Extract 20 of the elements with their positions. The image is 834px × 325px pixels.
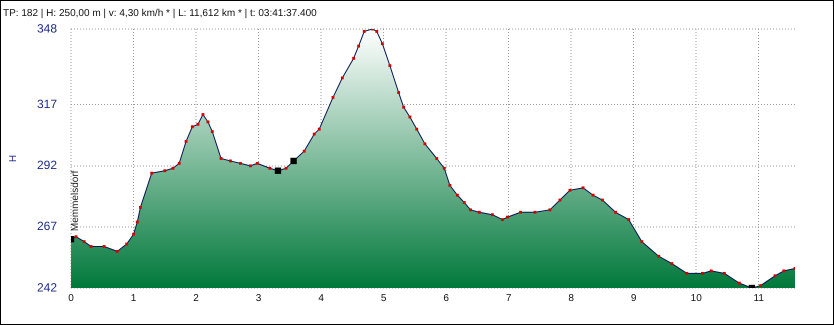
x-tick-label: 0 (68, 292, 74, 304)
x-tick-label: 6 (443, 292, 450, 304)
annotation: Memmelsdorf (70, 170, 81, 232)
x-tick-label: 8 (568, 292, 574, 304)
y-tick-label: 242 (36, 280, 58, 294)
y-tick-label: 292 (36, 158, 58, 172)
x-tick-label: 9 (630, 292, 637, 304)
chart-title: TP: 182 | H: 250,00 m | v: 4,30 km/h * | L: 11,612 km * | t: 03:41:37.400 (3, 8, 318, 19)
x-tick-label: 3 (256, 292, 262, 304)
x-tick-label: 11 (754, 292, 764, 304)
y-tick-label: 267 (36, 219, 58, 234)
y-axis-title: H (8, 154, 19, 162)
x-tick-label: 10 (690, 292, 702, 304)
x-tick-label: 4 (318, 292, 324, 304)
y-tick-label: 348 (36, 21, 58, 36)
x-tick-label: 5 (380, 292, 387, 304)
x-tick-label: 2 (193, 292, 200, 304)
y-tick-label: 317 (36, 97, 58, 112)
x-tick-label: 7 (506, 292, 512, 304)
x-tick-label: 1 (130, 292, 137, 304)
